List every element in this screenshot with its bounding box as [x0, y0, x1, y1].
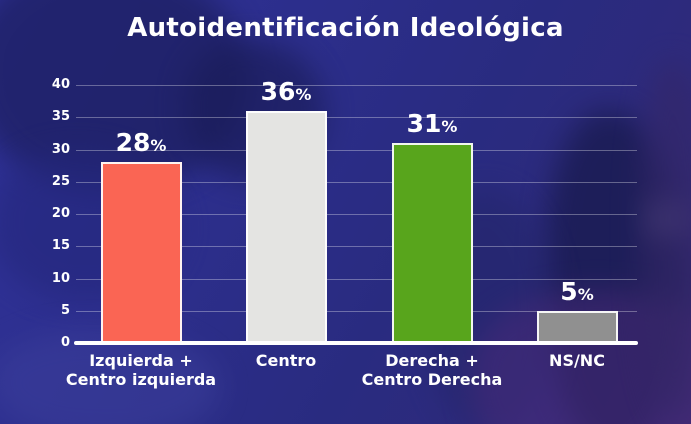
y-tick-label-20: 20 — [51, 206, 70, 221]
y-tick-label-15: 15 — [51, 238, 70, 254]
bar-value-number: 31 — [406, 109, 442, 139]
category-label-derecha-centro-derecha: Derecha + Centro Derecha — [340, 351, 524, 389]
bar-value-centro: 36% — [226, 76, 346, 109]
background-blob-bottom-left — [0, 330, 220, 424]
percent-sign: % — [295, 84, 312, 104]
y-tick-label-35: 35 — [51, 109, 70, 125]
bar-derecha-centro-derecha — [391, 143, 473, 343]
y-tick-label-25: 25 — [51, 173, 70, 189]
category-label-line: Izquierda + — [89, 351, 193, 370]
chart-title: Autoidentificación Ideológica — [127, 13, 564, 43]
background-blob-right-edge — [640, 60, 691, 420]
gridline-10 — [76, 278, 637, 280]
category-label-centro: Centro — [194, 351, 378, 370]
bar-value-number: 28 — [115, 128, 151, 158]
gridline-40 — [76, 85, 637, 86]
category-label-line: Centro Derecha — [361, 370, 503, 389]
gridline-30 — [76, 149, 637, 151]
y-tick-label-40: 40 — [51, 77, 70, 92]
y-tick-label-5: 5 — [60, 302, 70, 318]
y-tick-label-30: 30 — [51, 141, 70, 157]
bar-value-number: 36 — [260, 76, 296, 106]
category-label-line: NS/NC — [549, 351, 605, 370]
gridline-15 — [76, 246, 637, 248]
percent-sign: % — [150, 136, 167, 156]
percent-sign: % — [577, 284, 594, 304]
y-tick-label-10: 10 — [51, 270, 70, 286]
bar-centro — [245, 110, 327, 343]
bar-value-number: 5 — [560, 276, 578, 306]
y-tick-label-0: 0 — [60, 335, 70, 350]
x-axis-line — [74, 341, 638, 345]
gridline-25 — [76, 181, 637, 183]
bar-value-ns-nc: 5% — [517, 276, 637, 309]
category-label-line: Derecha + — [385, 351, 479, 370]
gridline-35 — [76, 117, 637, 119]
category-label-line: Centro izquierda — [65, 370, 217, 389]
bar-ns-nc — [536, 310, 618, 343]
bar-value-derecha-centro-derecha: 31% — [372, 110, 492, 141]
percent-sign: % — [441, 117, 458, 137]
bar-izquierda-centro-izquierda — [100, 162, 182, 343]
category-label-line: Centro — [255, 351, 317, 370]
bar-value-izquierda-centro-izquierda: 28% — [81, 129, 201, 160]
category-label-izquierda-centro-izquierda: Izquierda + Centro izquierda — [49, 351, 233, 389]
gridline-5 — [76, 310, 637, 312]
gridline-20 — [76, 214, 637, 215]
category-label-ns-nc: NS/NC — [485, 351, 669, 370]
